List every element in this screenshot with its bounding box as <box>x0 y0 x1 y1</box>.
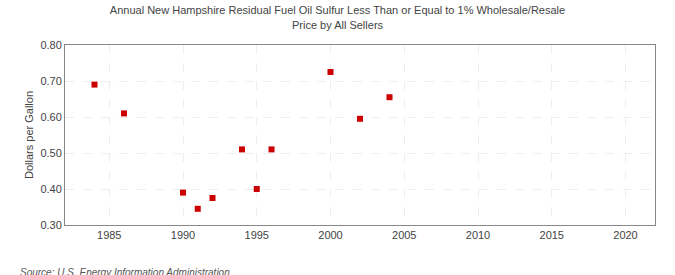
svg-text:2015: 2015 <box>540 229 564 241</box>
svg-text:1995: 1995 <box>245 229 269 241</box>
svg-text:0.80: 0.80 <box>40 39 61 51</box>
svg-text:0.30: 0.30 <box>40 219 61 231</box>
svg-text:Dollars per Gallon: Dollars per Gallon <box>23 91 35 179</box>
svg-text:Annual New Hampshire Residual: Annual New Hampshire Residual Fuel Oil S… <box>110 4 565 30</box>
svg-text:0.70: 0.70 <box>40 75 61 87</box>
svg-text:2010: 2010 <box>466 229 490 241</box>
svg-text:2000: 2000 <box>318 229 342 241</box>
svg-text:0.40: 0.40 <box>40 183 61 195</box>
svg-text:2005: 2005 <box>392 229 416 241</box>
svg-text:Source: U.S. Energy Informatio: Source: U.S. Energy Information Administ… <box>20 267 230 275</box>
svg-text:1985: 1985 <box>97 229 121 241</box>
svg-text:0.60: 0.60 <box>40 111 61 123</box>
svg-text:0.50: 0.50 <box>40 147 61 159</box>
svg-text:1990: 1990 <box>171 229 195 241</box>
svg-text:2020: 2020 <box>613 229 637 241</box>
